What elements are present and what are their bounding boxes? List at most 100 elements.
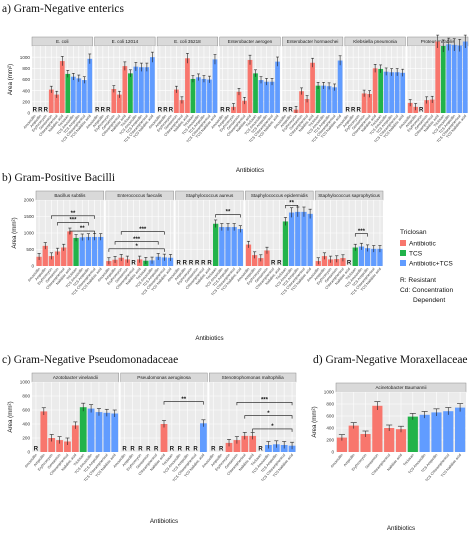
y-tick-label: 1000: [20, 380, 31, 385]
bar: [407, 416, 418, 452]
bar: [378, 68, 384, 113]
bar: [122, 66, 128, 113]
facet-label: Staphylococcus aureus: [186, 193, 234, 198]
bar: [212, 59, 218, 113]
bar: [160, 424, 168, 452]
bar: [352, 247, 358, 266]
bar: [384, 428, 395, 452]
significance-bracket: [69, 230, 95, 235]
facet-label: Enterobacter hormaechei: [287, 39, 339, 44]
significance-bracket: [163, 401, 204, 405]
bar: [61, 247, 67, 266]
resistant-label: R: [345, 108, 350, 114]
bar: [443, 411, 454, 452]
y-tick-label: 600: [22, 77, 30, 82]
bar: [321, 256, 328, 266]
facet: Enterobacter hormaecheiRAmoxicillinRAmpi…: [273, 36, 344, 144]
resistant-label: R: [419, 108, 424, 114]
significance-label: ***: [133, 237, 141, 243]
bar: [269, 81, 275, 113]
y-tick-label: 1500: [24, 214, 35, 219]
facet: Stenotrophomonas maltophiliaRAmoxicillin…: [201, 372, 297, 483]
facet: Pseudomonas aeruginosaRAmoxicillinRAmpic…: [113, 372, 208, 483]
resistant-label: R: [169, 108, 174, 114]
bar: [367, 94, 373, 113]
bar: [395, 429, 407, 452]
bar: [56, 440, 63, 452]
bar: [249, 435, 257, 452]
significance-bracket: [354, 233, 368, 237]
facet-label: E. coli: [56, 39, 69, 44]
facet-label: Klebsiella pneumonia: [353, 39, 397, 44]
resistant-label: R: [283, 108, 288, 114]
significance-label: **: [80, 226, 85, 232]
bar: [326, 86, 332, 113]
resistant-label: R: [177, 261, 182, 267]
bar: [133, 66, 139, 113]
bar: [242, 100, 247, 113]
bar: [161, 257, 168, 266]
bar: [275, 61, 280, 113]
bar: [111, 413, 119, 452]
bar: [455, 407, 466, 452]
bar: [360, 434, 371, 452]
legend: Triclosan Antibiotic TCS Antibiotic+TCS R: R…: [400, 229, 453, 304]
significance-bracket: [236, 402, 293, 406]
legend-note: Dependent: [413, 297, 445, 304]
facet-label: Enterobacter aerogen: [228, 39, 273, 44]
bar: [336, 437, 347, 452]
bar: [299, 91, 304, 113]
y-tick-label: 1000: [24, 231, 35, 236]
bar: [225, 227, 231, 266]
bar: [190, 78, 196, 113]
y-axis-title: Area (mm²): [11, 217, 18, 248]
bar: [332, 87, 337, 113]
significance-label: **: [289, 200, 294, 206]
bar: [36, 256, 42, 266]
x-tick-label: Amoxicillin: [330, 453, 344, 469]
bar: [167, 257, 174, 266]
resistant-label: R: [189, 261, 194, 267]
facet: Enterobacter aerogenRAmoxicillinRAmpicil…: [210, 36, 281, 144]
resistant-label: R: [44, 108, 49, 114]
bar: [372, 68, 378, 113]
significance-label: ***: [69, 218, 77, 224]
facet-label: Azotobacter vinelandii: [53, 375, 98, 380]
facet: Staphylococcus aureusRAmoxicillinRAmpici…: [167, 190, 244, 297]
facet-label: Pseudomonas aeruginosa: [137, 375, 191, 380]
bar: [71, 425, 79, 452]
significance-label: *: [135, 244, 138, 250]
facet: Enterococcus faecalisAmoxicillinAmpicill…: [97, 190, 174, 297]
y-tick-label: 1000: [20, 55, 31, 60]
x-axis-title: Antibiotics: [195, 335, 223, 342]
legend-title: Triclosan: [400, 229, 427, 236]
bar: [236, 91, 242, 113]
resistant-label: R: [185, 447, 190, 453]
facet: Proteus mirabilisAmoxicillinAmpicillinRE…: [398, 34, 469, 144]
facet: E. coli 35218RAmoxicillinRAmpicillinREry…: [148, 36, 218, 144]
bar: [245, 244, 252, 266]
significance-bracket: [285, 204, 299, 209]
legend-note: R: Resistant: [400, 277, 436, 284]
resistant-label: R: [183, 261, 188, 267]
bar: [64, 441, 71, 452]
chart-c: c) Gram-Negative Pseudomonadaceae 0 200 400…: [2, 354, 297, 525]
bar: [301, 211, 307, 266]
resistant-label: R: [122, 447, 127, 453]
resistant-label: R: [219, 447, 224, 453]
bar: [258, 80, 264, 113]
bar: [48, 438, 56, 452]
bar: [139, 67, 144, 113]
x-axis-title: Antibiotics: [236, 167, 264, 174]
bar: [334, 259, 340, 266]
bar: [54, 94, 60, 113]
resistant-label: R: [130, 447, 135, 453]
y-tick-label: 400: [326, 426, 334, 431]
resistant-label: R: [220, 108, 225, 114]
bar: [451, 44, 457, 114]
bar: [42, 245, 48, 266]
y-axis-title: Area (mm²): [7, 64, 14, 95]
legend-item: TCS: [409, 250, 423, 257]
resistant-label: R: [131, 261, 136, 267]
